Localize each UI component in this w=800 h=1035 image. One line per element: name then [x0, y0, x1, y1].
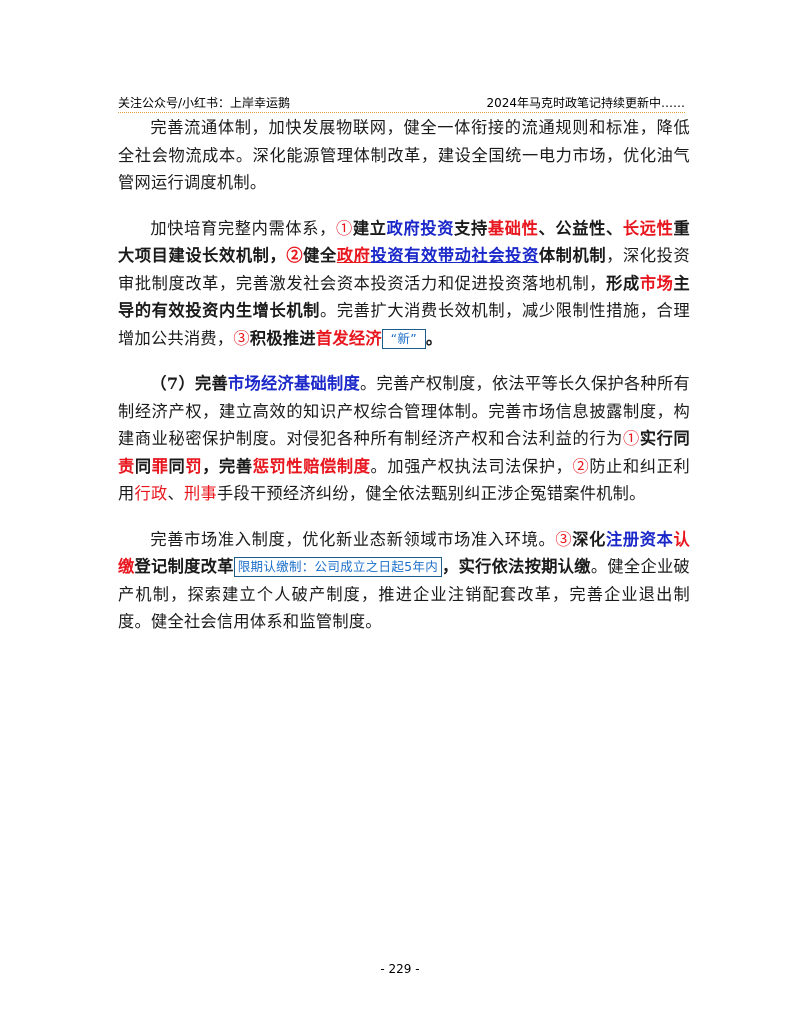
- keyword-government-investment: 政府投资: [386, 218, 455, 238]
- text-run: 、公益性、: [538, 218, 623, 238]
- paragraph-market-access: 完善市场准入制度，优化新业态新领域市场准入环境。③深化注册资本认缴登记制度改革限…: [118, 526, 690, 636]
- text-run: 、: [167, 484, 184, 503]
- text-run: ，实行依法按期认缴: [442, 557, 591, 576]
- keyword-penalty: 罚: [185, 456, 203, 476]
- text-run: 积极推进: [249, 328, 316, 348]
- text-run: ，完善: [202, 456, 253, 476]
- marker-2: ②: [572, 456, 590, 476]
- keyword-crime: 罪: [151, 456, 169, 476]
- keyword-long-term: 长远性: [622, 218, 674, 238]
- text-run: 支持: [454, 218, 488, 238]
- paragraph-text: 完善流通体制，加快发展物联网，健全一体衔接的流通规则和标准，降低全社会物流成本。…: [118, 118, 690, 192]
- text-run: 防止和纠正利用: [118, 456, 690, 504]
- text-run: 主导的有效投资内生增长机制: [118, 273, 690, 321]
- note-box-new: “新”: [381, 328, 426, 349]
- keyword-subscription: 认缴: [118, 529, 690, 577]
- paragraph-domestic-demand: 加快培育完整内需体系，①建立政府投资支持基础性、公益性、长远性重大项目建设长效机…: [118, 215, 690, 353]
- text-run: 同: [134, 456, 152, 476]
- text-run: 。加强产权执法司法保护，: [370, 456, 573, 476]
- header-right-text: 2024年马克时政笔记持续更新中……: [486, 96, 685, 110]
- section-heading: （7）完善: [150, 374, 228, 393]
- text-run: 形成: [606, 273, 640, 293]
- keyword-registered-capital: 注册资本: [605, 529, 674, 549]
- text-run: 完善市场准入制度，优化新业态新领域市场准入环境。: [150, 529, 556, 549]
- keyword-market-economy-basic: 市场经济基础制度: [227, 374, 360, 393]
- keyword-criminal: 刑事: [183, 484, 217, 503]
- keyword-investment-drive: 投资有效带动社会投资: [370, 246, 539, 265]
- marker-3: ③: [233, 328, 250, 348]
- text-run: 重大项目建设长效机制，: [118, 218, 690, 266]
- page-number: - 229 -: [380, 962, 420, 976]
- text-run: 体制机制: [538, 246, 607, 265]
- note-box-subscription: 限期认缴制：公司成立之日起5年内: [233, 557, 443, 577]
- keyword-government: 政府: [336, 246, 371, 265]
- text-run: 。完善扩大消费长效机制，减少限制性措施，合理增加公共消费，: [118, 301, 690, 348]
- keyword-market: 市场: [639, 273, 674, 293]
- text-run: 同: [168, 456, 186, 476]
- header-left-text: 关注公众号/小红书：上岸幸运鹅: [118, 96, 291, 110]
- marker-2: ②: [286, 246, 304, 265]
- text-run: 。: [425, 328, 443, 348]
- document-body: 完善流通体制，加快发展物联网，健全一体衔接的流通规则和标准，降低全社会物流成本。…: [118, 114, 690, 636]
- page-header: 关注公众号/小红书：上岸幸运鹅 2024年马克时政笔记持续更新中……: [118, 92, 685, 113]
- text-run: 深化: [572, 529, 606, 549]
- keyword-debut-economy: 首发经济: [315, 328, 382, 348]
- marker-1: ①: [623, 429, 640, 448]
- keyword-punitive-damages: 惩罚性赔偿制度: [252, 456, 371, 476]
- text-run: 登记制度改革: [134, 557, 234, 576]
- marker-3: ③: [555, 529, 573, 549]
- text-run: 加快培育完整内需体系，: [150, 218, 336, 238]
- keyword-administrative: 行政: [134, 484, 168, 503]
- text-run: 。健全企业破产机制，探索建立个人破产制度，推进企业注销配套改革，完善企业退出制度…: [118, 557, 690, 631]
- text-run: 健全: [303, 246, 337, 265]
- paragraph-market-economy: （7）完善市场经济基础制度。完善产权制度，依法平等长久保护各种所有制经济产权，建…: [118, 370, 690, 508]
- text-run: ，深化投资审批制度改革，完善激发社会资本投资活力和促进投资落地机制，: [118, 246, 691, 293]
- text-run: 建立: [352, 218, 387, 238]
- marker-1: ①: [336, 218, 353, 238]
- text-run: 。完善产权制度，依法平等长久保护各种所有制经济产权，建立高效的知识产权综合管理体…: [118, 374, 691, 448]
- text-run: 手段干预经济纠纷，健全依法甄别纠正涉企冤错案件机制。: [216, 484, 646, 503]
- keyword-basic: 基础性: [487, 218, 539, 238]
- keyword-responsibility: 责: [118, 456, 135, 476]
- paragraph-circulation: 完善流通体制，加快发展物联网，健全一体衔接的流通规则和标准，降低全社会物流成本。…: [118, 114, 690, 197]
- text-run: 实行同: [639, 429, 690, 448]
